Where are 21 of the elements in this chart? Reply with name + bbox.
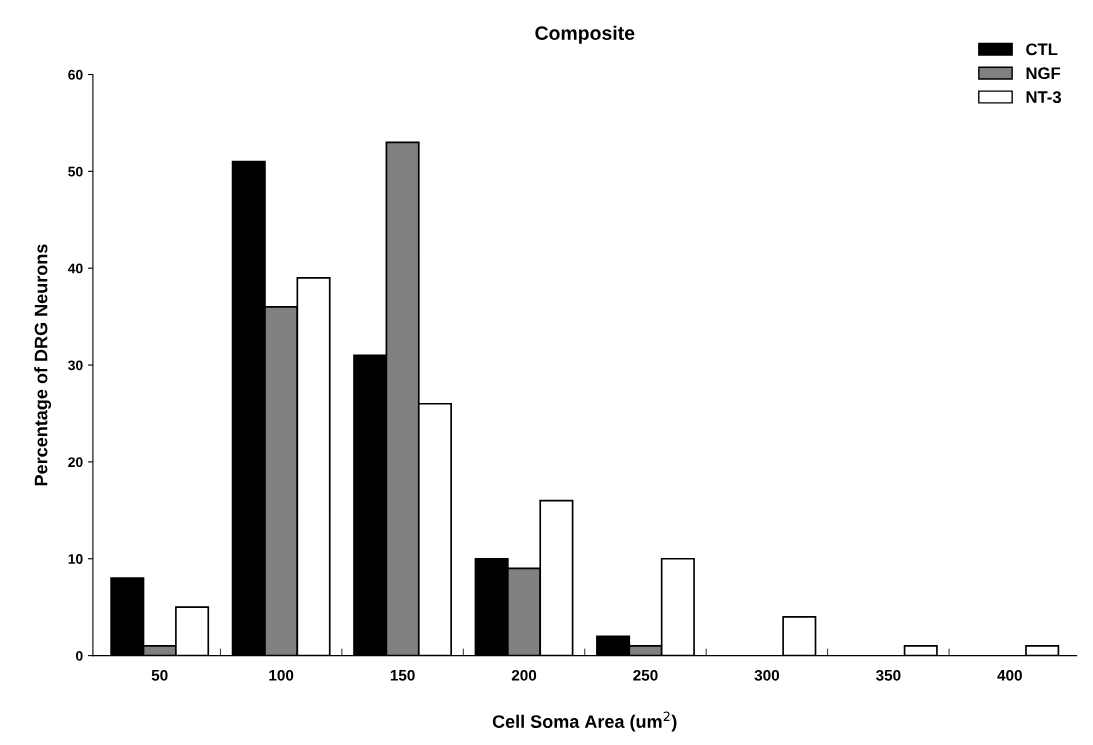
x-tick-label: 350 xyxy=(875,669,901,681)
x-tick-label: 400 xyxy=(997,669,1022,681)
x-tick-label: 150 xyxy=(390,669,415,681)
legend-label: CTL xyxy=(1026,43,1058,56)
legend-label: NGF xyxy=(1026,67,1061,80)
legend-label: NT-3 xyxy=(1026,91,1061,104)
x-tick-label: 200 xyxy=(511,669,537,681)
chart-title: Composite xyxy=(535,25,635,44)
y-axis-title: Percentage of DRG Neurons xyxy=(34,244,52,486)
x-tick-label: 100 xyxy=(269,669,294,681)
x-tick-label: 300 xyxy=(754,669,780,681)
y-tick-label: 10 xyxy=(68,554,83,564)
y-tick-label: 0 xyxy=(76,650,83,661)
x-tick-label: 250 xyxy=(633,669,658,681)
y-tick-label: 50 xyxy=(68,166,83,177)
y-tick-label: 40 xyxy=(67,263,83,274)
y-tick-label: 60 xyxy=(68,69,83,80)
x-tick-label: 50 xyxy=(151,669,168,681)
y-tick-label: 30 xyxy=(68,360,83,371)
x-axis-title: Cell Soma Area (um$^{2}$) xyxy=(492,711,677,732)
y-tick-label: 20 xyxy=(68,457,83,468)
